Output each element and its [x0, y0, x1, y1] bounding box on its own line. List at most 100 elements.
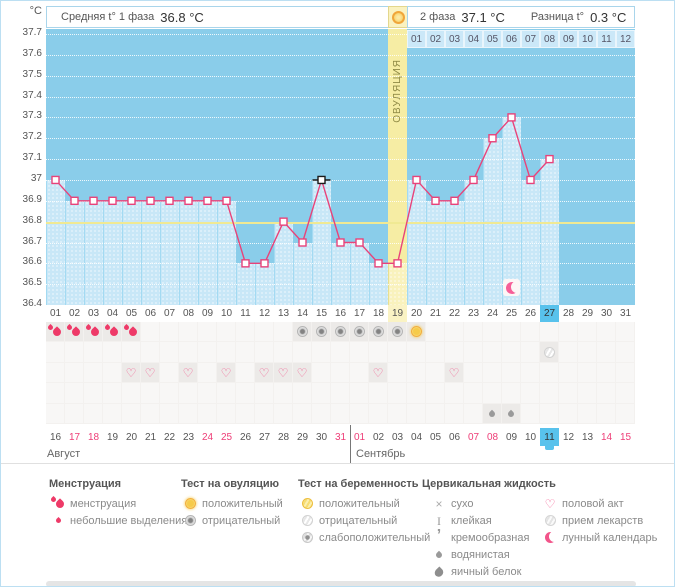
temp-point-day-6[interactable]	[146, 196, 155, 206]
temp-point-day-2[interactable]	[70, 196, 79, 206]
temp-point-day-14[interactable]	[298, 238, 307, 247]
cycle-day-23[interactable]: 23	[467, 308, 480, 319]
cycle-day-14[interactable]: 14	[296, 308, 309, 319]
icon-cell[interactable]	[84, 383, 103, 404]
date-cell[interactable]: 26	[239, 431, 252, 443]
icon-cell[interactable]	[388, 383, 407, 404]
icon-cell[interactable]	[255, 404, 274, 424]
icon-cell[interactable]	[616, 383, 635, 404]
icon-cell[interactable]	[160, 404, 179, 424]
icon-cell[interactable]	[483, 363, 502, 383]
cycle-day-05[interactable]: 05	[125, 308, 138, 319]
cycle-day-13[interactable]: 13	[277, 308, 290, 319]
date-cell[interactable]: 24	[201, 431, 214, 443]
icon-cell[interactable]	[65, 404, 84, 424]
menstruation-and-ovulation-tests-cell[interactable]	[350, 322, 369, 342]
icon-cell[interactable]	[84, 342, 103, 363]
cycle-day-06[interactable]: 06	[144, 308, 157, 319]
icon-cell[interactable]	[559, 383, 578, 404]
icon-cell[interactable]	[160, 322, 179, 342]
icon-cell[interactable]	[236, 363, 255, 383]
cycle-day-21[interactable]: 21	[429, 308, 442, 319]
icon-cell[interactable]	[217, 404, 236, 424]
icon-cell[interactable]	[84, 404, 103, 424]
icon-cell[interactable]	[217, 383, 236, 404]
menstruation-and-ovulation-tests-cell[interactable]	[122, 322, 141, 342]
icon-cell[interactable]	[198, 363, 217, 383]
icon-cell[interactable]	[578, 342, 597, 363]
icon-cell[interactable]	[540, 383, 559, 404]
icon-cell[interactable]	[84, 363, 103, 383]
icon-cell[interactable]	[331, 342, 350, 363]
icon-cell[interactable]	[407, 383, 426, 404]
icon-cell[interactable]	[502, 342, 521, 363]
icon-cell[interactable]	[578, 404, 597, 424]
cervical-fluid-cell[interactable]	[502, 404, 521, 424]
cycle-day-09[interactable]: 09	[201, 308, 214, 319]
temp-point-day-8[interactable]	[184, 196, 193, 206]
pregnancy-tests-cell[interactable]	[540, 342, 559, 363]
icon-cell[interactable]	[426, 363, 445, 383]
date-cell[interactable]: 02	[372, 431, 385, 443]
icon-cell[interactable]	[65, 342, 84, 363]
icon-cell[interactable]	[426, 342, 445, 363]
temp-point-day-17[interactable]	[355, 238, 364, 247]
icon-cell[interactable]	[236, 404, 255, 424]
icon-cell[interactable]	[103, 363, 122, 383]
icon-cell[interactable]	[483, 322, 502, 342]
temp-point-day-3[interactable]	[89, 196, 98, 206]
temp-point-day-25[interactable]	[507, 113, 516, 122]
icon-cell[interactable]	[141, 404, 160, 424]
icon-cell[interactable]	[388, 363, 407, 383]
date-cell[interactable]: 20	[125, 431, 138, 443]
icon-cell[interactable]	[312, 363, 331, 383]
icon-cell[interactable]	[616, 322, 635, 342]
icon-cell[interactable]	[445, 383, 464, 404]
icon-cell[interactable]	[274, 322, 293, 342]
temp-point-day-19[interactable]	[393, 259, 402, 268]
menstruation-and-ovulation-tests-cell[interactable]	[407, 322, 426, 342]
icon-cell[interactable]	[369, 342, 388, 363]
icon-cell[interactable]	[293, 404, 312, 424]
icon-cell[interactable]	[198, 383, 217, 404]
date-cell[interactable]: 12	[562, 431, 575, 443]
date-cell[interactable]: 06	[448, 431, 461, 443]
temp-point-day-7[interactable]	[165, 196, 174, 206]
temp-point-day-23[interactable]	[469, 175, 478, 185]
icon-cell[interactable]	[407, 342, 426, 363]
icon-cell[interactable]	[46, 383, 65, 404]
icon-cell[interactable]	[483, 383, 502, 404]
icon-cell[interactable]	[122, 404, 141, 424]
icon-cell[interactable]	[407, 363, 426, 383]
cycle-day-12[interactable]: 12	[258, 308, 271, 319]
menstruation-and-ovulation-tests-cell[interactable]	[84, 322, 103, 342]
temp-point-day-20[interactable]	[412, 175, 421, 185]
date-cell[interactable]: 30	[315, 431, 328, 443]
icon-cell[interactable]	[521, 342, 540, 363]
icon-cell[interactable]	[198, 342, 217, 363]
temp-point-day-27[interactable]	[545, 154, 554, 164]
date-cell[interactable]: 19	[106, 431, 119, 443]
icon-cell[interactable]	[464, 322, 483, 342]
cycle-day-25[interactable]: 25	[505, 308, 518, 319]
temp-point-day-1[interactable]	[51, 175, 60, 185]
horizontal-scrollbar[interactable]	[46, 581, 636, 586]
icon-cell[interactable]	[388, 342, 407, 363]
icon-cell[interactable]	[255, 342, 274, 363]
icon-cell[interactable]	[103, 342, 122, 363]
temp-point-day-13[interactable]	[279, 217, 288, 226]
menstruation-and-ovulation-tests-cell[interactable]	[369, 322, 388, 342]
intercourse-cell[interactable]: ♡	[274, 363, 293, 383]
icon-cell[interactable]	[559, 363, 578, 383]
cycle-day-27[interactable]: 27	[540, 305, 559, 322]
icon-cell[interactable]	[445, 404, 464, 424]
date-cell[interactable]: 18	[87, 431, 100, 443]
icon-cell[interactable]	[597, 383, 616, 404]
icon-cell[interactable]	[331, 363, 350, 383]
date-cell[interactable]: 22	[163, 431, 176, 443]
icon-cell[interactable]	[502, 383, 521, 404]
icon-cell[interactable]	[559, 342, 578, 363]
icon-cell[interactable]	[559, 404, 578, 424]
cycle-day-31[interactable]: 31	[619, 308, 632, 319]
icon-cell[interactable]	[540, 322, 559, 342]
